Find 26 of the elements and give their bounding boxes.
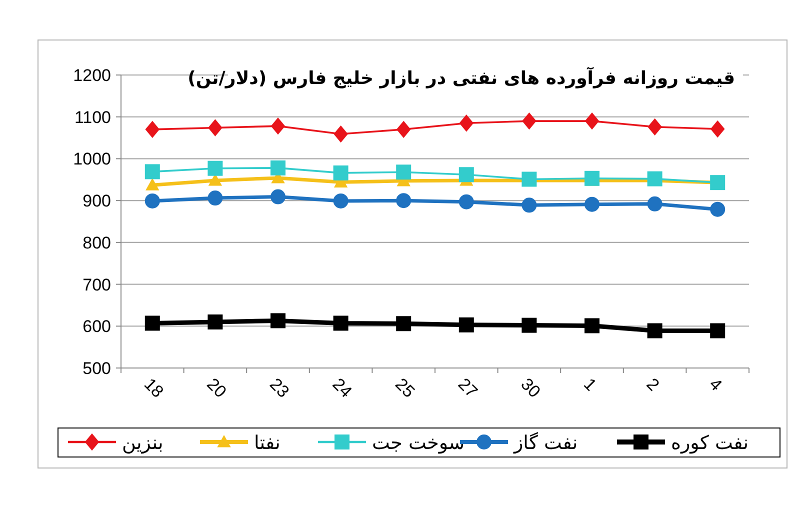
x-tick-label: 23 xyxy=(266,374,293,402)
x-tick-label: 1 xyxy=(580,374,600,395)
x-tick-label: 18 xyxy=(140,374,168,402)
legend-label: بنزین xyxy=(122,432,164,454)
y-tick-label: 700 xyxy=(82,275,111,294)
y-tick-label: 1100 xyxy=(74,108,111,127)
x-tick-label: 30 xyxy=(517,374,544,402)
legend-item: بنزین xyxy=(68,432,164,454)
chart-title: قیمت روزانه فرآورده های نفتی در بازار خلیج فارس (دلار/تن) xyxy=(188,66,735,89)
legend-label: نفت کوره xyxy=(671,432,749,454)
x-tick-label: 2 xyxy=(642,374,663,395)
legend-item: نفت کوره xyxy=(617,432,749,454)
legend-label: نفتا xyxy=(254,432,280,454)
y-tick-label: 800 xyxy=(82,233,111,252)
x-tick-label: 25 xyxy=(392,374,418,402)
legend-item: نفتا xyxy=(200,432,280,454)
y-tick-label: 600 xyxy=(82,317,111,336)
x-tick-label: 20 xyxy=(203,374,230,402)
y-tick-label: 900 xyxy=(82,192,111,211)
y-tick-label: 1000 xyxy=(73,150,111,169)
x-tick-label: 24 xyxy=(328,374,356,402)
y-tick-label: 500 xyxy=(82,359,111,378)
x-tick-label: 27 xyxy=(454,374,482,402)
x-tick-label: 4 xyxy=(706,374,726,395)
legend-label: نفت گاز xyxy=(513,431,578,454)
y-tick-label: 1200 xyxy=(73,66,111,85)
